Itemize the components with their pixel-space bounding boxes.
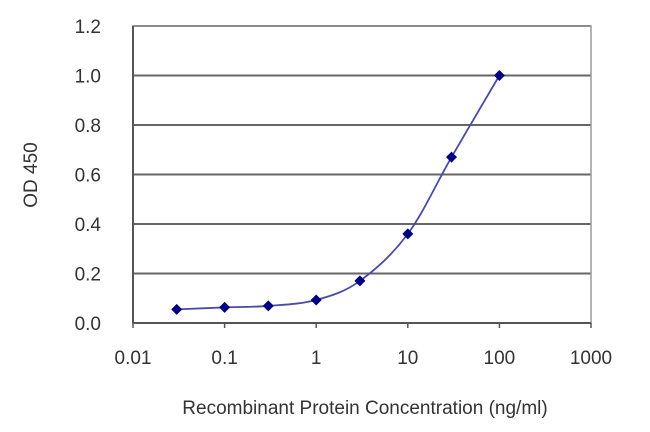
data-point-diamond-marker [262,300,274,312]
y-tick-label: 0.6 [75,166,101,187]
data-point-diamond-marker [446,151,458,163]
x-tick-label: 10 [397,348,418,369]
data-point-diamond-marker [493,70,505,81]
y-tick-label: 0.2 [75,265,101,286]
y-tick-label: 1.0 [75,67,101,88]
data-point-diamond-marker [354,275,366,287]
y-axis-title: OD 450 [21,142,42,207]
x-tick-label: 1 [311,348,322,369]
x-tick-labels: 0.01 0.1 1 10 100 1000 [115,348,613,369]
y-tick-labels: 0.0 0.2 0.4 0.6 0.8 1.0 1.2 [75,17,102,335]
y-tick-label: 0.8 [75,116,101,137]
gridlines [133,25,591,275]
x-tick-label: 0.1 [211,348,237,369]
data-point-diamond-marker [310,294,322,306]
x-tick-label: 0.01 [115,348,152,369]
data-point-diamond-marker [402,228,414,240]
x-ticks [132,323,592,328]
y-tick-label: 0.4 [75,215,102,236]
x-axis-title: Recombinant Protein Concentration (ng/ml… [182,398,547,419]
y-tick-label: 1.2 [75,17,101,38]
series-line [171,70,505,315]
x-tick-label: 1000 [570,348,612,369]
x-tick-label: 100 [484,348,516,369]
y-tick-label: 0.0 [75,314,101,335]
data-point-diamond-marker [171,303,183,315]
data-point-diamond-marker [219,301,231,313]
